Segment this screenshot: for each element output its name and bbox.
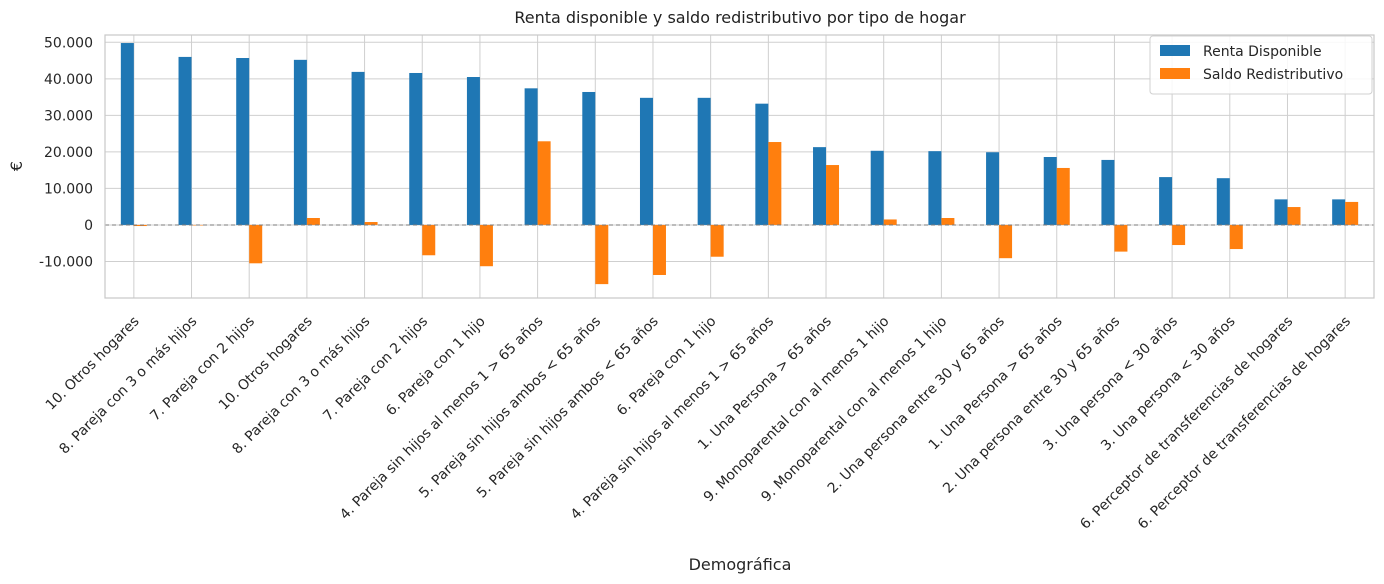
renta-disponible-bar xyxy=(1274,199,1288,225)
saldo-redistributivo-bar xyxy=(826,165,840,225)
x-axis-label: Demográfica xyxy=(689,555,792,574)
x-tick-label: 10. Otros hogares xyxy=(43,314,143,414)
y-tick-label: 40.000 xyxy=(44,72,93,88)
saldo-redistributivo-bar xyxy=(1114,224,1128,252)
renta-disponible-bar xyxy=(813,147,827,225)
y-axis-ticks: -10.000 0 10.000 20.000 30.000 40.000 50.000 xyxy=(39,35,93,270)
y-tick-label: 30.000 xyxy=(44,108,93,124)
legend-swatch xyxy=(1160,45,1190,56)
renta-disponible-bar xyxy=(986,152,1000,225)
x-tick-label: 6. Pareja con 1 hijo xyxy=(383,314,489,420)
saldo-redistributivo-bar xyxy=(364,222,378,225)
legend-label: Renta Disponible xyxy=(1203,44,1322,60)
y-tick-label: 20.000 xyxy=(44,145,93,161)
renta-disponible-bar xyxy=(582,91,596,225)
saldo-redistributivo-bar xyxy=(768,142,782,225)
renta-disponible-bar xyxy=(120,43,134,225)
saldo-redistributivo-bar xyxy=(537,141,551,225)
renta-disponible-bar xyxy=(639,97,653,225)
x-tick-label: 4. Pareja sin hijos al menos 1 > 65 años xyxy=(337,314,546,523)
renta-disponible-bar xyxy=(293,59,307,225)
saldo-redistributivo-bar xyxy=(479,224,493,267)
saldo-redistributivo-bar xyxy=(422,224,436,256)
saldo-redistributivo-bar xyxy=(1229,224,1243,250)
saldo-redistributivo-bar xyxy=(883,219,897,225)
y-tick-label: 10.000 xyxy=(44,181,93,197)
renta-disponible-bar xyxy=(870,150,884,225)
renta-disponible-bar xyxy=(236,58,250,225)
renta-disponible-bar xyxy=(1332,199,1346,225)
x-tick-label: 7. Pareja con 2 hijos xyxy=(147,314,258,425)
legend: Renta Disponible Saldo Redistributivo xyxy=(1149,35,1373,95)
x-tick-label: 7. Pareja con 2 hijos xyxy=(320,314,431,425)
renta-disponible-bar xyxy=(178,56,192,225)
x-tick-label: 4. Pareja sin hijos al menos 1 > 65 años xyxy=(568,314,777,523)
x-tick-label: 6. Pareja con 1 hijo xyxy=(614,314,720,420)
renta-disponible-bar xyxy=(524,88,538,225)
saldo-redistributivo-bar xyxy=(1287,207,1301,225)
y-tick-label: 0 xyxy=(84,218,93,234)
legend-swatch xyxy=(1160,68,1190,79)
y-tick-label: 50.000 xyxy=(44,35,93,51)
saldo-redistributivo-bar xyxy=(710,224,724,257)
legend-box xyxy=(1149,35,1373,95)
saldo-redistributivo-bar xyxy=(1345,201,1359,225)
renta-disponible-bar xyxy=(697,97,711,225)
renta-disponible-bar xyxy=(1101,159,1115,225)
saldo-redistributivo-bar xyxy=(249,224,263,264)
renta-disponible-bar xyxy=(1043,157,1057,225)
saldo-redistributivo-bar xyxy=(1172,224,1186,246)
renta-disponible-bar xyxy=(928,151,942,225)
saldo-redistributivo-bar xyxy=(595,224,609,285)
renta-disponible-bar xyxy=(1159,177,1173,225)
saldo-redistributivo-bar xyxy=(941,218,955,225)
saldo-redistributivo-bar xyxy=(1056,167,1070,225)
saldo-redistributivo-bar xyxy=(133,224,147,227)
saldo-redistributivo-bar xyxy=(306,218,320,225)
chart-title: Renta disponible y saldo redistributivo … xyxy=(514,8,966,27)
saldo-redistributivo-bar xyxy=(999,224,1013,259)
renta-disponible-bar xyxy=(1216,178,1230,225)
plot-area-frame xyxy=(104,34,1375,299)
x-tick-label: 6. Perceptor de transferencias de hogare… xyxy=(1135,314,1354,533)
renta-disponible-bar xyxy=(466,77,480,225)
y-tick-label: -10.000 xyxy=(39,254,93,270)
bars xyxy=(120,43,1359,285)
x-tick-label: 6. Perceptor de transferencias de hogare… xyxy=(1077,314,1296,533)
renta-disponible-bar xyxy=(409,72,423,225)
legend-label: Saldo Redistributivo xyxy=(1203,67,1343,83)
renta-disponible-bar xyxy=(755,103,769,225)
y-axis-label: € xyxy=(7,161,26,171)
saldo-redistributivo-bar xyxy=(652,224,666,275)
renta-disponible-bar xyxy=(351,71,365,225)
